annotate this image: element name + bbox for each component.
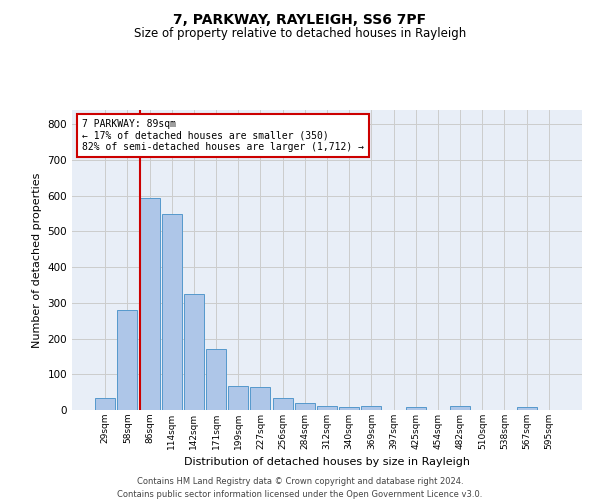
Bar (95, 398, 115, 410)
Bar (118, 310, 137, 410)
Bar (317, 406, 337, 410)
Text: 7 PARKWAY: 89sqm
← 17% of detached houses are smaller (350)
82% of semi-detached: 7 PARKWAY: 89sqm ← 17% of detached house… (82, 119, 364, 152)
Bar (406, 407, 426, 410)
Bar (250, 387, 271, 410)
Bar (339, 407, 359, 410)
Y-axis label: Number of detached properties: Number of detached properties (32, 172, 42, 348)
Bar (140, 198, 160, 410)
Bar (272, 398, 293, 410)
Bar (206, 350, 226, 410)
Bar (162, 214, 182, 410)
Text: Contains public sector information licensed under the Open Government Licence v3: Contains public sector information licen… (118, 490, 482, 499)
Text: Size of property relative to detached houses in Rayleigh: Size of property relative to detached ho… (134, 28, 466, 40)
Bar (184, 294, 204, 410)
Bar (295, 403, 315, 410)
Text: 7, PARKWAY, RAYLEIGH, SS6 7PF: 7, PARKWAY, RAYLEIGH, SS6 7PF (173, 12, 427, 26)
Bar (361, 406, 382, 410)
Bar (228, 386, 248, 410)
Text: Contains HM Land Registry data © Crown copyright and database right 2024.: Contains HM Land Registry data © Crown c… (137, 478, 463, 486)
X-axis label: Distribution of detached houses by size in Rayleigh: Distribution of detached houses by size … (184, 458, 470, 468)
Bar (517, 407, 536, 410)
Bar (450, 406, 470, 410)
